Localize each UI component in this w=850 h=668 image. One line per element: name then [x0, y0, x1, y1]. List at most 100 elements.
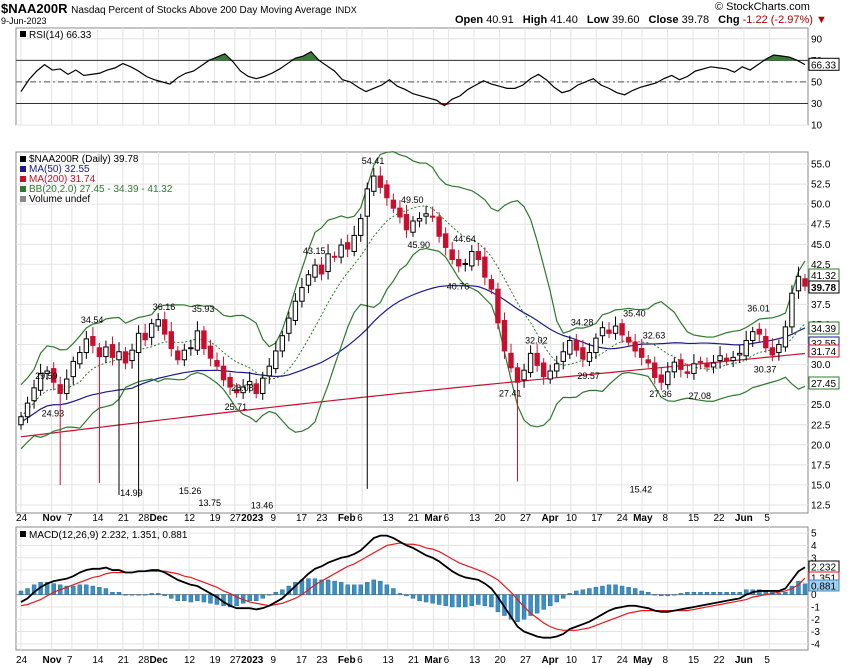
macd-histogram-bar [796, 580, 801, 595]
candle-body [652, 362, 658, 378]
x-axis-label: 23 [316, 655, 328, 666]
quote-bar: Open 40.91 High 41.40 Low 39.60 Close 39… [455, 14, 827, 26]
candle-body [632, 341, 638, 352]
candle-body [181, 349, 188, 361]
macd-histogram-bar [84, 584, 89, 595]
x-axis-label: 6 [357, 655, 363, 666]
candle-body [44, 370, 50, 374]
rsi-last-value: 66.33 [811, 60, 836, 71]
macd-histogram-bar [587, 588, 592, 595]
x-axis-label: 6 [444, 513, 450, 524]
candle-body [462, 263, 468, 266]
candle-body [397, 207, 403, 218]
macd-histogram-bar [136, 594, 141, 596]
candle-body [710, 362, 717, 368]
macd-histogram-bar [149, 593, 154, 595]
candle-body [175, 350, 181, 361]
x-axis-label: 17 [296, 655, 308, 666]
macd-histogram-bar [613, 584, 618, 595]
price-legend: MA(200) 31.74 [29, 174, 96, 185]
x-axis-label: 12 [184, 513, 196, 524]
x-axis-label: 10 [566, 513, 578, 524]
candle-body [358, 218, 364, 236]
price-annotation: 27.36 [649, 389, 672, 399]
candle-body [240, 386, 246, 394]
candle-body [142, 332, 148, 341]
macd-histogram-bar [260, 594, 265, 599]
candle-body [547, 370, 553, 380]
macd-histogram-bar [371, 579, 376, 595]
macd-histogram-bar [534, 594, 540, 614]
macd-histogram-bar [155, 593, 161, 595]
candle-body [83, 338, 90, 354]
candle-body [671, 361, 678, 373]
macd-histogram-bar [606, 584, 612, 595]
macd-histogram-bar [51, 583, 56, 595]
macd-histogram-bar [352, 584, 357, 595]
macd-histogram-bar [77, 584, 83, 595]
x-axis-label: 13 [469, 513, 481, 524]
candle-body [338, 244, 344, 258]
macd-histogram-bar [659, 594, 664, 597]
macd-histogram-bar [724, 591, 729, 595]
candle-body [246, 380, 253, 386]
macd-histogram-bar [142, 594, 148, 596]
candle-body [371, 175, 377, 192]
candle-body [155, 319, 161, 327]
down-arrow-icon: ▼ [816, 14, 827, 26]
macd-histogram-bar [97, 587, 102, 595]
rsi-last-value-box [808, 57, 840, 71]
candle-body [573, 340, 580, 351]
candle-body [377, 175, 384, 188]
candle-body [449, 249, 455, 260]
close-value: 39.78 [681, 14, 710, 26]
open-label: Open [455, 14, 484, 26]
macd-tick-label: -2 [811, 615, 820, 626]
macd-histogram-bar [345, 584, 350, 595]
price-legend-swatch [20, 166, 26, 172]
x-axis-label: 23 [316, 513, 328, 524]
x-axis-label: 17 [591, 513, 603, 524]
price-right-value-box [808, 280, 840, 294]
macd-histogram-bar [783, 591, 788, 595]
macd-histogram-bar [528, 594, 533, 616]
candle-body [50, 368, 57, 383]
macd-right-value: 0.881 [811, 582, 836, 593]
price-right-value: 31.74 [811, 347, 836, 358]
candle-body [658, 374, 664, 383]
macd-histogram-bar [358, 584, 363, 595]
candle-body [769, 347, 776, 356]
x-axis-label: 21 [408, 655, 420, 666]
candle-body [331, 255, 338, 258]
ma50-line [20, 284, 806, 423]
x-axis-label: 2023 [241, 513, 264, 524]
x-axis-label: 2023 [241, 655, 264, 666]
candle-body [554, 363, 560, 372]
x-axis-label: Jun [735, 655, 753, 666]
price-annotation: 36.16 [153, 302, 176, 312]
x-axis-label: 14 [92, 655, 104, 666]
x-axis-label: Dec [149, 655, 168, 666]
candle-body [227, 376, 233, 388]
chg-label: Chg [718, 14, 740, 26]
price-annotation: 40.76 [447, 281, 470, 291]
macd-histogram-bar [515, 594, 520, 622]
macd-histogram-bar [652, 594, 657, 596]
macd-tick-label: -4 [811, 639, 820, 650]
candle-body [103, 346, 109, 358]
candle-body [567, 340, 573, 355]
candle-body [469, 250, 475, 267]
macd-histogram-bar [227, 594, 233, 608]
candle-body [704, 363, 710, 368]
price-tick-label: 50.0 [811, 200, 831, 211]
price-tick-label: 25.0 [811, 400, 831, 411]
macd-legend-swatch [20, 531, 26, 537]
chg-value: -1.22 (-2.97%) [742, 14, 813, 26]
price-annotation: 29.59 [35, 371, 58, 381]
price-right-value-box [808, 344, 840, 358]
price-legend: Volume undef [29, 194, 90, 205]
macd-histogram-bar [410, 594, 416, 599]
macd-histogram-bar [495, 594, 501, 613]
candle-body [593, 337, 599, 354]
